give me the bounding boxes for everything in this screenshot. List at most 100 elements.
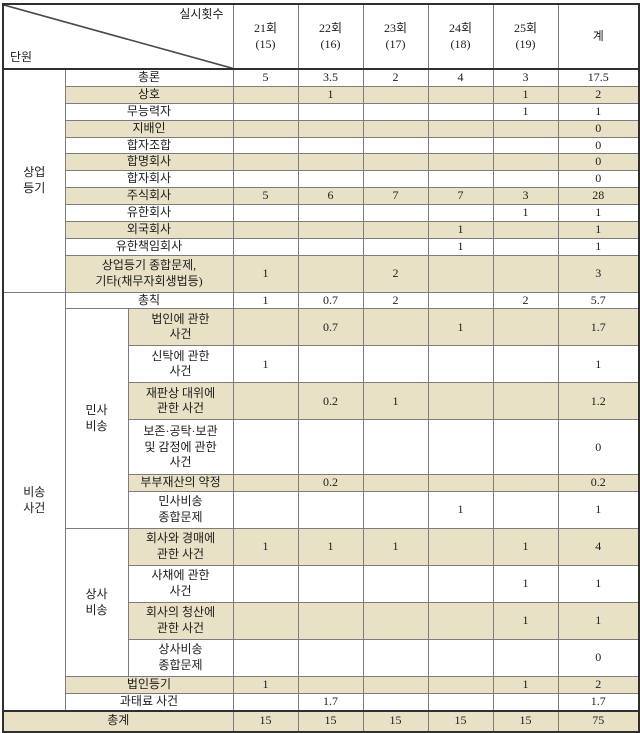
group-label: 상업 등기 <box>2 68 66 293</box>
value-cell: 15 <box>427 709 494 733</box>
table-row: 상사 비송 회사와 경매에 관한 사건 1 1 1 1 4 <box>3 528 640 678</box>
table-row: 합자회사 0 <box>3 170 640 189</box>
value-cell <box>297 119 364 138</box>
value-cell: 1 <box>297 86 364 104</box>
value-cell <box>362 136 429 155</box>
value-cell <box>297 565 364 604</box>
value-cell <box>297 153 364 172</box>
row-label: 재판상 대위에 관한 사건 <box>127 382 234 421</box>
row-label: 법인에 관한 사건 <box>127 308 234 347</box>
value-cell <box>492 693 559 712</box>
value-cell: 1 <box>232 528 299 567</box>
table-row: 과태료 사건 1.7 1.7 <box>3 693 640 712</box>
value-cell <box>297 676 364 695</box>
table-row: 외국회사 1 1 <box>3 220 640 239</box>
value-cell <box>427 345 494 384</box>
table-row: 부부재산의 약정 0.2 0.2 <box>3 474 640 493</box>
table-row: 상업 등기 총론 5 3.5 2 4 3 17.5 <box>2 68 640 293</box>
column-header-total: 계 <box>557 3 640 71</box>
value-cell: 1 <box>557 565 640 604</box>
value-cell <box>232 237 299 256</box>
value-cell <box>427 639 494 678</box>
value-cell <box>492 491 559 530</box>
value-cell <box>232 382 299 421</box>
row-label: 회사의 청산에 관한 사건 <box>127 602 234 641</box>
value-cell <box>297 170 364 189</box>
value-cell <box>232 102 299 121</box>
column-header-23: 23회 (17) <box>362 3 429 71</box>
value-cell <box>232 639 299 678</box>
value-cell: 17.5 <box>557 68 640 88</box>
value-cell <box>362 602 429 641</box>
value-cell: 0.7 <box>297 308 364 347</box>
value-cell <box>492 254 559 293</box>
value-cell: 1.7 <box>297 693 364 712</box>
value-cell <box>427 474 494 493</box>
value-cell <box>427 676 494 695</box>
value-cell <box>362 86 429 104</box>
row-label: 사채에 관한 사건 <box>127 565 234 604</box>
value-cell <box>232 86 299 104</box>
value-cell: 5 <box>232 187 299 205</box>
value-cell <box>362 170 429 189</box>
value-cell <box>362 308 429 347</box>
value-cell: 15 <box>492 709 559 733</box>
value-cell: 6 <box>297 187 364 205</box>
value-cell: 15 <box>362 709 429 733</box>
value-cell: 1.2 <box>557 382 640 421</box>
value-cell: 0 <box>557 153 640 172</box>
header-row: 실시횟수 단원 21회 (15) 22회 (16) 23회 (17) 24회 (… <box>2 3 640 71</box>
value-cell: 2 <box>557 676 640 695</box>
value-cell: 2 <box>362 291 429 310</box>
value-cell <box>427 102 494 121</box>
value-cell <box>232 474 299 493</box>
value-cell <box>362 119 429 138</box>
row-label: 유한책임회사 <box>64 237 234 256</box>
value-cell: 15 <box>297 709 364 733</box>
table-row: 합자조합 0 <box>3 136 640 155</box>
row-label: 상사비송 종합문제 <box>127 639 234 678</box>
value-cell <box>232 170 299 189</box>
value-cell <box>232 419 299 476</box>
value-cell: 1 <box>492 86 559 104</box>
value-cell <box>362 220 429 239</box>
row-label: 무능력자 <box>64 102 234 121</box>
value-cell: 2 <box>557 86 640 104</box>
group-label: 비송 사건 <box>2 291 66 712</box>
row-label: 민사비송 종합문제 <box>127 491 234 530</box>
subgroup-label: 상사 비송 <box>64 528 129 678</box>
value-cell <box>297 602 364 641</box>
value-cell: 1 <box>557 491 640 530</box>
value-cell: 15 <box>232 709 299 733</box>
value-cell <box>232 153 299 172</box>
table-row: 회사의 청산에 관한 사건 1 1 <box>3 602 640 641</box>
value-cell <box>492 237 559 256</box>
row-label: 상업등기 종합문제, 기타(채무자회생법등) <box>64 254 234 293</box>
value-cell <box>492 474 559 493</box>
value-cell <box>362 639 429 678</box>
value-cell: 0.2 <box>557 474 640 493</box>
total-row: 총계 15 15 15 15 15 75 <box>2 709 640 733</box>
table-row: 상업등기 종합문제, 기타(채무자회생법등) 1 2 3 <box>3 254 640 293</box>
value-cell: 5 <box>232 68 299 88</box>
value-cell <box>492 136 559 155</box>
row-label: 총칙 <box>64 291 234 310</box>
value-cell: 3 <box>557 254 640 293</box>
value-cell: 1 <box>492 203 559 222</box>
value-cell: 2 <box>362 254 429 293</box>
value-cell <box>492 220 559 239</box>
value-cell: 1 <box>362 528 429 567</box>
value-cell <box>232 308 299 347</box>
value-cell: 1 <box>297 528 364 567</box>
value-cell: 0.7 <box>297 291 364 310</box>
value-cell <box>297 102 364 121</box>
value-cell: 1 <box>557 237 640 256</box>
subgroup-label: 민사 비송 <box>64 308 129 530</box>
value-cell <box>232 565 299 604</box>
table-row: 재판상 대위에 관한 사건 0.2 1 1.2 <box>3 382 640 421</box>
row-label: 보존·공탁·보관 및 감정에 관한 사건 <box>127 419 234 476</box>
value-cell <box>427 291 494 310</box>
value-cell: 1 <box>232 254 299 293</box>
table-row: 유한책임회사 1 1 <box>3 237 640 256</box>
value-cell: 0.2 <box>297 382 364 421</box>
